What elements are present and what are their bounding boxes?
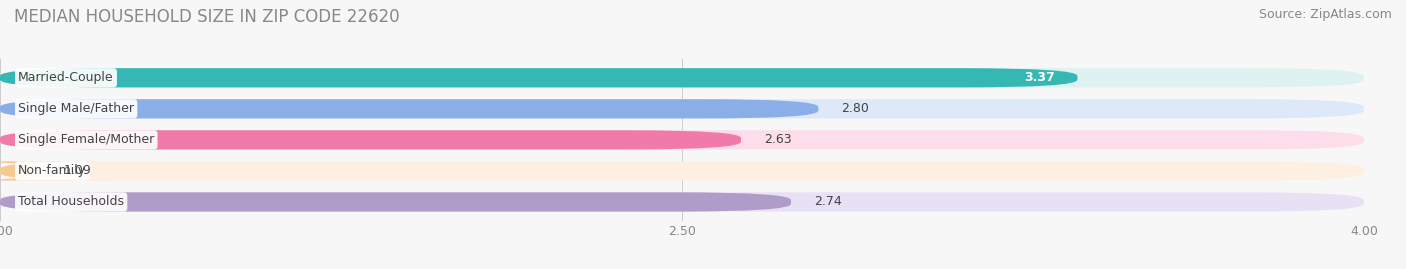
FancyBboxPatch shape xyxy=(0,99,818,118)
Text: 2.80: 2.80 xyxy=(841,102,869,115)
FancyBboxPatch shape xyxy=(0,192,792,212)
Text: 2.63: 2.63 xyxy=(763,133,792,146)
Text: Total Households: Total Households xyxy=(18,196,124,208)
FancyBboxPatch shape xyxy=(0,68,1364,87)
Text: Married-Couple: Married-Couple xyxy=(18,71,114,84)
Text: Non-family: Non-family xyxy=(18,164,86,178)
FancyBboxPatch shape xyxy=(0,192,1364,212)
Text: MEDIAN HOUSEHOLD SIZE IN ZIP CODE 22620: MEDIAN HOUSEHOLD SIZE IN ZIP CODE 22620 xyxy=(14,8,399,26)
Text: Single Female/Mother: Single Female/Mother xyxy=(18,133,155,146)
FancyBboxPatch shape xyxy=(0,130,741,150)
Text: Source: ZipAtlas.com: Source: ZipAtlas.com xyxy=(1258,8,1392,21)
Text: Single Male/Father: Single Male/Father xyxy=(18,102,134,115)
Text: 3.37: 3.37 xyxy=(1024,71,1054,84)
FancyBboxPatch shape xyxy=(0,161,1364,180)
FancyBboxPatch shape xyxy=(0,161,114,180)
FancyBboxPatch shape xyxy=(0,130,1364,150)
Text: 2.74: 2.74 xyxy=(814,196,842,208)
FancyBboxPatch shape xyxy=(0,68,1077,87)
Text: 1.09: 1.09 xyxy=(63,164,91,178)
FancyBboxPatch shape xyxy=(0,99,1364,118)
